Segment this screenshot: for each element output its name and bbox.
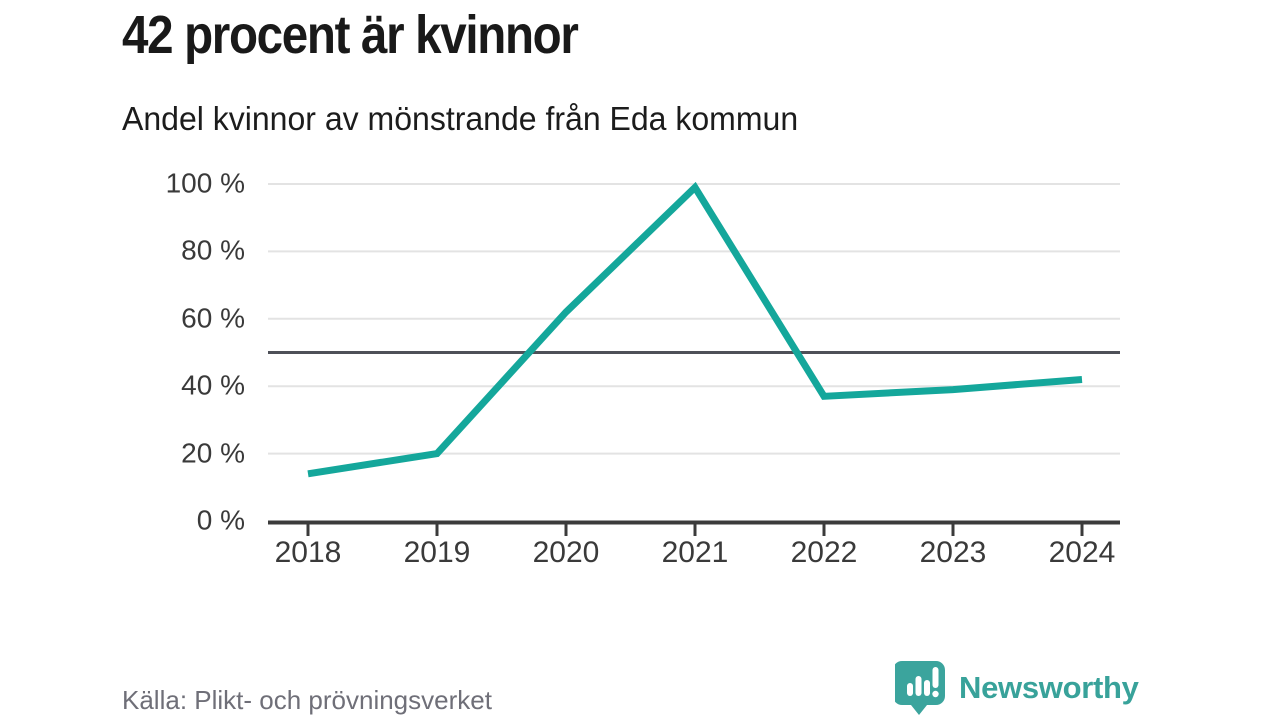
chart-title: 42 procent är kvinnor (122, 5, 579, 65)
logo-bars (907, 667, 939, 698)
y-axis-tick-label-80: 80 % (181, 234, 245, 266)
y-axis-tick-label-0: 0 % (196, 504, 245, 536)
y-axis-tick-label-60: 60 % (181, 302, 245, 334)
newsworthy-wordmark: Newsworthy (959, 670, 1139, 705)
x-axis-tick-label-2018: 2018 (274, 536, 342, 569)
source-caption: Källa: Plikt- och prövningsverket (122, 685, 492, 715)
y-axis-tick-label-100: 100 % (165, 167, 245, 199)
x-axis-tick-label-2019: 2019 (403, 536, 471, 569)
newsworthy-logo: Newsworthy (895, 660, 1139, 716)
x-axis-tick-label-2024: 2024 (1048, 536, 1116, 569)
x-axis-tick-label-2020: 2020 (532, 536, 600, 569)
trend-line-andel-kvinnor (307, 181, 1083, 478)
x-axis-tick-label-2022: 2022 (790, 536, 858, 569)
chart-subtitle: Andel kvinnor av mönstrande från Eda kom… (122, 100, 799, 137)
x-axis-tick-label-2023: 2023 (919, 536, 987, 569)
newsworthy-bubble-chart-icon (895, 661, 945, 715)
x-axis-tick-label-2021: 2021 (661, 536, 729, 569)
y-axis-tick-label-40: 40 % (181, 369, 245, 401)
y-axis-tick-label-20: 20 % (181, 436, 245, 468)
